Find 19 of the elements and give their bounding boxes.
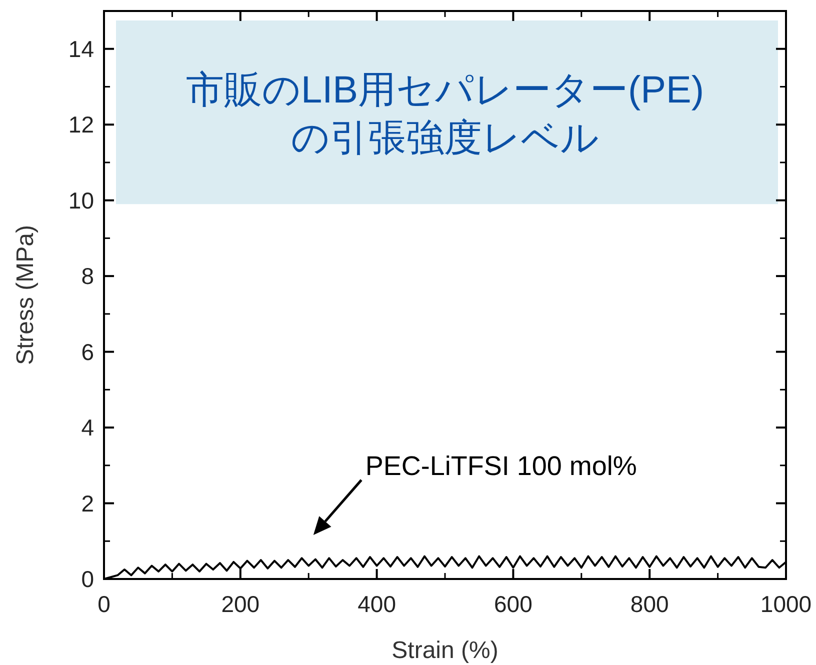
annotation: PEC-LiTFSI 100 mol% <box>365 451 637 481</box>
y-tick-label: 6 <box>81 338 94 365</box>
x-tick-label: 600 <box>494 591 532 617</box>
band-label: 市販のLIB用セパレーター(PE) の引張強度レベル <box>186 69 704 160</box>
y-tick-label: 14 <box>68 36 94 62</box>
x-tick-label: 200 <box>221 591 260 617</box>
x-tick-label: 400 <box>358 591 396 617</box>
y-tick-label: 8 <box>81 263 94 290</box>
x-tick-label: 1000 <box>760 591 812 617</box>
band: 市販のLIB用セパレーター(PE) の引張強度レベル <box>116 20 778 204</box>
x-tick-label: 800 <box>630 591 669 617</box>
y-tick-label: 4 <box>81 414 94 441</box>
x-axis-title: Strain (%) <box>392 637 498 664</box>
x-tick-label: 0 <box>98 591 110 617</box>
y-tick-label: 2 <box>81 490 94 516</box>
y-axis-title: Stress (MPa) <box>12 224 39 366</box>
y-tick-label: 10 <box>68 187 94 214</box>
y-tick-label: 0 <box>81 566 94 592</box>
y-tick-label: 12 <box>68 112 94 138</box>
